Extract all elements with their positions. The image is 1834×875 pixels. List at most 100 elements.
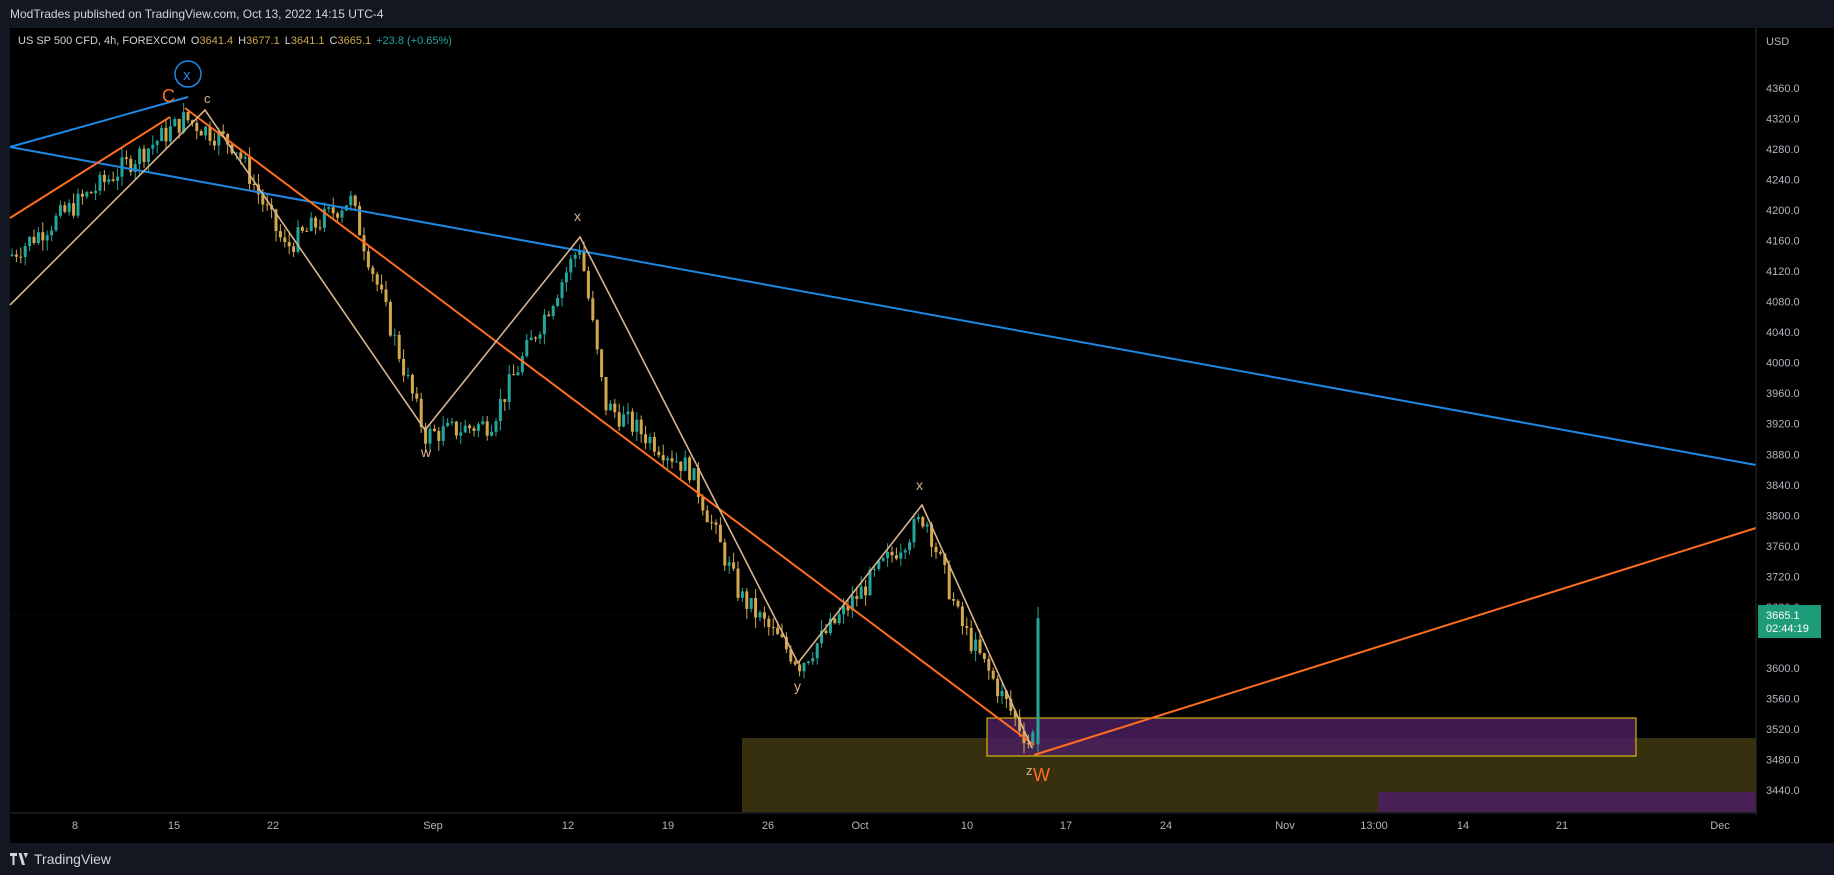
candle-body <box>212 140 216 146</box>
candle-body <box>406 374 410 376</box>
candle-body <box>622 414 626 427</box>
candle-body <box>754 597 758 618</box>
candle-body <box>217 131 221 146</box>
candle-body <box>393 334 397 336</box>
candle-body <box>80 193 84 197</box>
x-tick-label: Dec <box>1710 820 1730 832</box>
candle-body <box>1026 743 1030 745</box>
candle-body <box>600 349 604 377</box>
candle-body <box>195 122 199 131</box>
candle-body <box>327 207 331 209</box>
tradingview-logo-icon <box>10 853 28 865</box>
candle-body <box>683 457 687 471</box>
candle-body <box>916 517 920 520</box>
candle-body <box>608 403 612 411</box>
y-tick-label: 3880.0 <box>1766 449 1800 461</box>
x-tick-label: Sep <box>423 820 443 832</box>
candle-body <box>384 289 388 302</box>
publish-text: ModTrades published on TradingView.com, … <box>10 7 384 21</box>
legend-low: 3641.1 <box>290 35 325 47</box>
candle-body <box>10 254 14 256</box>
candle-body <box>292 246 296 252</box>
candle-body <box>204 126 208 136</box>
y-tick-label: 3440.0 <box>1766 785 1800 797</box>
candle-body <box>371 267 375 275</box>
candle-body <box>714 522 718 525</box>
candle-body <box>991 670 995 679</box>
candle-body <box>578 250 582 255</box>
candle-body <box>864 586 868 596</box>
legend-high: 3677.1 <box>246 35 280 47</box>
y-tick-label: 3760.0 <box>1766 541 1800 553</box>
candle-body <box>701 496 705 511</box>
candle-body <box>921 517 925 527</box>
candle-body <box>930 524 934 547</box>
candle-body <box>982 653 986 659</box>
candle-body <box>635 419 639 432</box>
candle-body <box>960 606 964 627</box>
candle-body <box>85 192 89 197</box>
candle-body <box>903 550 907 553</box>
candle-body <box>32 236 36 244</box>
tradingview-logo[interactable]: TradingView <box>10 851 111 867</box>
candle-body <box>749 597 753 609</box>
candle-body <box>1004 690 1008 699</box>
candle-body <box>468 425 472 429</box>
candle-body <box>102 174 106 182</box>
x-tick-label: 12 <box>562 820 574 832</box>
candle-body <box>164 127 168 142</box>
orange-projection <box>1033 527 1757 756</box>
candle-body <box>45 235 49 241</box>
candle-body <box>151 144 155 149</box>
candle-body <box>666 458 670 461</box>
candle-body <box>490 431 494 436</box>
candle-body <box>538 334 542 339</box>
candle-body <box>111 179 115 181</box>
candle-body <box>481 421 485 425</box>
candle-body <box>679 461 683 471</box>
candle-body <box>318 227 322 229</box>
candle-body <box>446 422 450 427</box>
candle-body <box>199 130 203 136</box>
chart-area[interactable] <box>10 28 1834 843</box>
candle-body <box>428 428 432 444</box>
y-tick-label: 4040.0 <box>1766 327 1800 339</box>
candle-body <box>872 568 876 570</box>
candle-body <box>820 630 824 644</box>
candle-body <box>824 630 828 634</box>
x-tick-label: 24 <box>1160 820 1172 832</box>
candle-body <box>736 568 740 598</box>
candle-body <box>758 612 762 618</box>
candle-body <box>1000 690 1004 697</box>
candle-body <box>441 426 445 441</box>
candle-body <box>996 678 1000 697</box>
wave-label-x2: x <box>916 477 923 493</box>
candle-body <box>595 320 599 350</box>
candle-body <box>1013 710 1017 718</box>
candle-body <box>692 468 696 481</box>
demand-zone-purple-small <box>1378 792 1756 812</box>
candle-body <box>798 664 802 672</box>
y-tick-label: 4240.0 <box>1766 175 1800 187</box>
candle-body <box>182 112 186 133</box>
orange-channel-upper <box>9 116 171 219</box>
candle-body <box>450 421 454 423</box>
candle-body <box>287 242 291 247</box>
candle-body <box>639 419 643 435</box>
candle-body <box>648 436 652 444</box>
candle-body <box>912 519 916 543</box>
candle-body <box>463 425 467 433</box>
candle-body <box>63 205 67 212</box>
candle-body <box>806 661 810 664</box>
candle-body <box>54 215 58 231</box>
candle-body <box>793 661 797 665</box>
candle-body <box>67 203 71 212</box>
candle-body <box>762 612 766 619</box>
x-tick-label: 21 <box>1556 820 1568 832</box>
candle-body <box>234 152 238 154</box>
candle-body <box>507 374 511 402</box>
wave-label-C: C <box>162 86 175 106</box>
candle-body <box>969 627 973 651</box>
candle-body <box>243 156 247 159</box>
